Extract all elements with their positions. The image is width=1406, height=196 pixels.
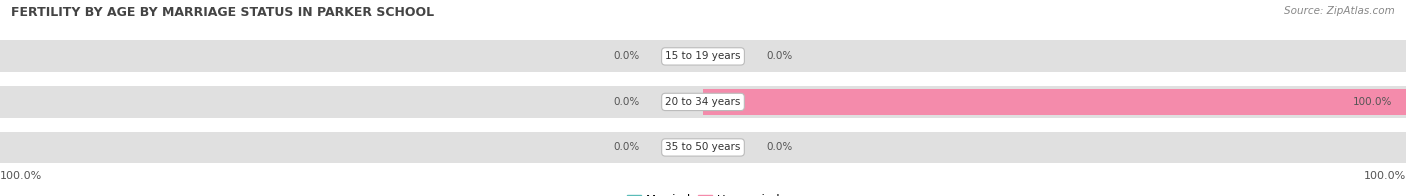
Text: 0.0%: 0.0% — [613, 97, 640, 107]
Text: 0.0%: 0.0% — [613, 142, 640, 152]
Text: 100.0%: 100.0% — [1364, 171, 1406, 181]
Text: 35 to 50 years: 35 to 50 years — [665, 142, 741, 152]
Text: Source: ZipAtlas.com: Source: ZipAtlas.com — [1284, 6, 1395, 16]
Text: 100.0%: 100.0% — [1353, 97, 1392, 107]
Text: 0.0%: 0.0% — [766, 142, 793, 152]
Legend: Married, Unmarried: Married, Unmarried — [621, 189, 785, 196]
Text: 20 to 34 years: 20 to 34 years — [665, 97, 741, 107]
Text: FERTILITY BY AGE BY MARRIAGE STATUS IN PARKER SCHOOL: FERTILITY BY AGE BY MARRIAGE STATUS IN P… — [11, 6, 434, 19]
Text: 0.0%: 0.0% — [613, 51, 640, 61]
Text: 100.0%: 100.0% — [0, 171, 42, 181]
Bar — [0, 132, 1406, 163]
Bar — [703, 89, 1406, 115]
Bar — [0, 86, 1406, 118]
Text: 15 to 19 years: 15 to 19 years — [665, 51, 741, 61]
Bar — [0, 40, 1406, 72]
Text: 0.0%: 0.0% — [766, 51, 793, 61]
